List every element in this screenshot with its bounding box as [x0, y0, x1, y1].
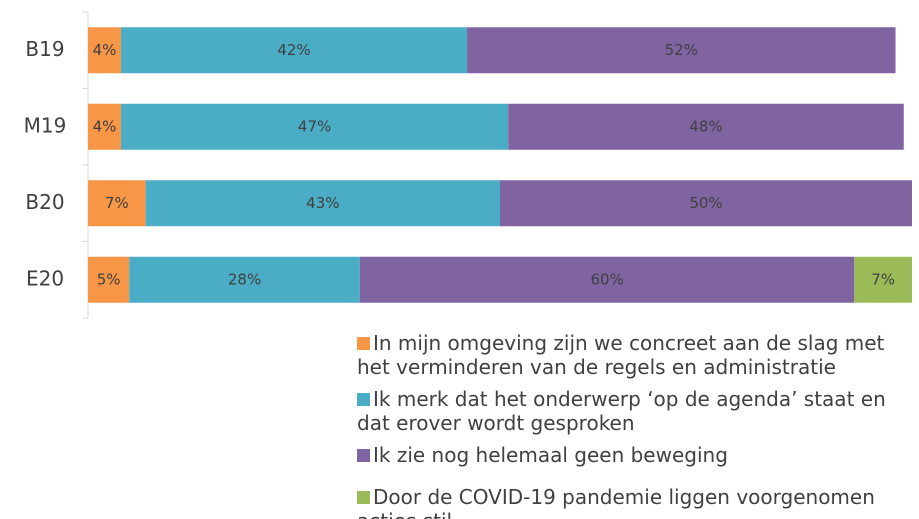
category-label: E20: [26, 266, 64, 290]
value-label: 60%: [590, 270, 623, 288]
category-label: B19: [25, 37, 64, 61]
bar-segment: [88, 103, 121, 150]
bar-segment: [854, 256, 912, 303]
legend-label: In mijn omgeving zijn we concreet aan de…: [357, 331, 885, 379]
category-label: B20: [25, 190, 64, 214]
value-label: 7%: [105, 194, 129, 212]
value-label: 7%: [871, 270, 895, 288]
value-label: 52%: [665, 41, 698, 59]
legend-item: In mijn omgeving zijn we concreet aan de…: [357, 331, 917, 379]
legend-label: Ik merk dat het onderwerp ‘op de agenda’…: [357, 387, 886, 435]
bar-segment: [145, 180, 500, 227]
value-label: 50%: [689, 194, 722, 212]
bar-segment: [500, 180, 912, 227]
legend-label: Ik zie nog helemaal geen beweging: [373, 443, 728, 467]
bar-segment: [88, 27, 121, 74]
legend-item: Door de COVID-19 pandemie liggen voorgen…: [357, 485, 917, 519]
value-label: 47%: [298, 117, 331, 135]
value-label: 5%: [97, 270, 121, 288]
legend-swatch: [357, 393, 370, 406]
bar-segment: [359, 256, 855, 303]
category-label: M19: [24, 113, 67, 137]
legend-swatch: [357, 449, 370, 462]
bar-segment: [129, 256, 360, 303]
legend-swatch: [357, 337, 370, 350]
bar-segment: [88, 256, 130, 303]
value-label: 4%: [93, 117, 117, 135]
plot: B19 4% 42% 52% M19 4% 47% 48% B20 7% 43% 50% E20 5% 28…: [24, 11, 912, 319]
bar-segment: [120, 27, 468, 74]
bar-segment: [88, 180, 146, 227]
value-label: 42%: [277, 41, 310, 59]
bar-segment: [120, 103, 509, 150]
value-label: 28%: [228, 270, 261, 288]
legend-swatch: [357, 491, 370, 504]
bar-segment: [467, 27, 896, 74]
legend-item: Ik zie nog helemaal geen beweging: [357, 443, 917, 467]
value-label: 4%: [93, 41, 117, 59]
value-label: 48%: [689, 117, 722, 135]
legend-label: Door de COVID-19 pandemie liggen voorgen…: [357, 485, 875, 519]
value-label: 43%: [306, 194, 339, 212]
bar-segment: [508, 103, 904, 150]
legend-item: Ik merk dat het onderwerp ‘op de agenda’…: [357, 387, 917, 435]
